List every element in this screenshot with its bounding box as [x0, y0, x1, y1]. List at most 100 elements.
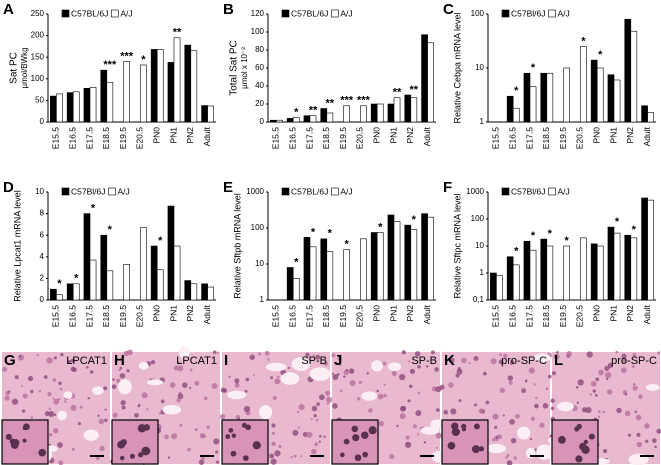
- cell: [376, 389, 379, 393]
- cell: [654, 445, 657, 449]
- x-tick-label: E17.5: [84, 127, 94, 149]
- bar: [641, 105, 648, 123]
- inset-cell: [351, 425, 359, 433]
- cell: [212, 350, 217, 354]
- y-tick-label: 10: [35, 187, 44, 196]
- significance-mark: *: [311, 226, 316, 238]
- cell: [607, 362, 614, 368]
- image-label: LPCAT1: [66, 355, 107, 367]
- bar: [167, 205, 175, 301]
- cell: [36, 353, 39, 357]
- cell: [492, 413, 499, 420]
- significance-mark: **: [309, 105, 318, 117]
- cell: [267, 358, 270, 361]
- cell: [137, 404, 140, 408]
- cell: [539, 422, 545, 428]
- y-tick-label: 6: [40, 230, 45, 239]
- cell: [38, 390, 42, 393]
- cell: [70, 366, 76, 372]
- bar: [580, 46, 587, 123]
- significance-mark: *: [564, 235, 569, 247]
- cell: [456, 368, 463, 375]
- x-tick-label: E16.5: [507, 127, 517, 149]
- cell: [602, 448, 608, 454]
- cell: [213, 438, 220, 445]
- panel-letter: L: [554, 352, 563, 369]
- cell: [120, 400, 126, 406]
- x-tick-label: Adult: [642, 304, 652, 324]
- alveolus: [420, 426, 440, 435]
- panel-letter: D: [3, 179, 14, 196]
- bar: [150, 49, 158, 123]
- bar: [89, 87, 97, 123]
- bar: [613, 232, 621, 301]
- x-tick-label: E17.5: [304, 127, 314, 149]
- alveolus: [162, 404, 182, 415]
- bar: [89, 259, 97, 301]
- cell: [164, 434, 169, 440]
- cell: [490, 358, 497, 365]
- bar: [427, 42, 434, 123]
- x-tick-label: PN1: [388, 305, 398, 322]
- cell: [169, 382, 176, 388]
- legend-label: A/J: [340, 8, 352, 18]
- cell: [177, 361, 181, 365]
- bar: [100, 69, 108, 123]
- image-label: SP-B: [301, 355, 327, 367]
- x-tick-label: E19.5: [558, 305, 568, 327]
- cell: [52, 397, 55, 400]
- x-tick-label: E18.5: [101, 305, 111, 327]
- cell: [293, 454, 297, 458]
- inset-cell: [354, 454, 362, 462]
- cell: [305, 352, 310, 357]
- bar: [50, 288, 57, 301]
- cell: [216, 351, 219, 354]
- cell: [598, 369, 604, 376]
- inset-cell: [581, 445, 590, 454]
- cell: [22, 393, 28, 399]
- bar: [343, 249, 350, 301]
- alveolus: [227, 390, 247, 400]
- cell: [287, 366, 290, 370]
- cell: [323, 435, 326, 438]
- bar: [360, 105, 367, 123]
- cell: [189, 386, 192, 389]
- cell: [409, 384, 413, 389]
- micrograph: [219, 351, 333, 465]
- bar: [309, 246, 317, 301]
- image-label: LPCAT1: [176, 355, 217, 367]
- cell: [141, 392, 148, 399]
- cell: [495, 438, 499, 442]
- bar: [421, 213, 428, 301]
- cell: [378, 420, 384, 427]
- cell: [121, 405, 126, 410]
- cell: [412, 424, 418, 429]
- cell: [146, 407, 149, 411]
- cell: [530, 416, 535, 421]
- bar: [207, 105, 214, 123]
- alveolus: [486, 443, 507, 454]
- bar: [546, 72, 554, 123]
- significance-mark: ***: [103, 59, 117, 71]
- significance-mark: **: [173, 27, 182, 39]
- cell: [377, 393, 384, 400]
- x-tick-label: PN1: [388, 127, 398, 144]
- cell: [116, 378, 121, 383]
- cell: [621, 358, 627, 364]
- cell: [99, 445, 105, 452]
- cell: [356, 397, 361, 401]
- bar: [506, 256, 514, 301]
- y-tick-label: 100: [251, 27, 265, 36]
- bar: [523, 240, 531, 301]
- cell: [60, 352, 64, 357]
- x-tick-label: PN0: [591, 305, 601, 322]
- cell: [234, 382, 240, 388]
- alveolus: [517, 426, 531, 440]
- cell: [485, 400, 490, 405]
- inset-cell: [242, 455, 249, 461]
- cell: [272, 395, 277, 400]
- cell: [415, 410, 422, 417]
- significance-mark: *: [581, 35, 586, 47]
- x-tick-label: E17.5: [304, 305, 314, 327]
- inset-cell: [252, 441, 261, 450]
